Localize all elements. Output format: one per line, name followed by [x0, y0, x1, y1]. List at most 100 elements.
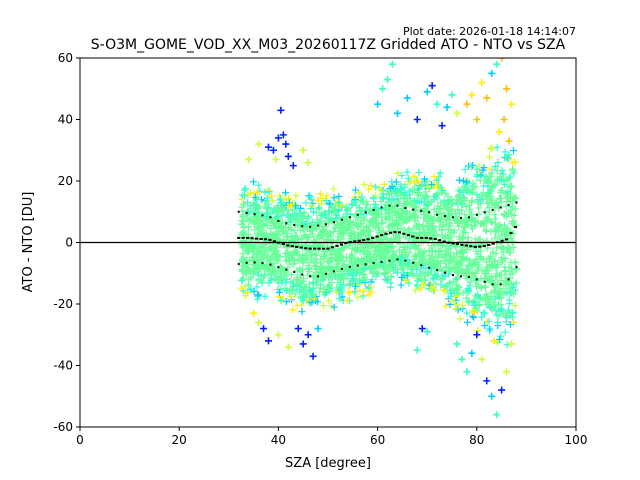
scatter-point — [425, 269, 433, 277]
outlier-point — [374, 100, 382, 108]
upper-std-dot — [404, 207, 407, 210]
scatter-point — [313, 243, 321, 251]
scatter-point — [489, 298, 497, 306]
scatter-point — [503, 289, 511, 297]
scatter-point — [315, 204, 323, 212]
scatter-point — [408, 186, 416, 194]
scatter-point — [361, 265, 369, 273]
scatter-point — [259, 221, 267, 229]
scatter-point — [272, 247, 280, 255]
scatter-point — [246, 242, 254, 250]
scatter-point — [343, 296, 351, 304]
scatter-point — [491, 228, 499, 236]
scatter-point — [331, 246, 339, 254]
scatter-point — [460, 224, 468, 232]
outlier-point — [277, 106, 285, 114]
plot-date: Plot date: 2026-01-18 14:14:07 — [403, 25, 576, 38]
scatter-point — [299, 285, 307, 293]
scatter-point — [440, 220, 448, 228]
scatter-point — [373, 256, 381, 264]
scatter-point — [461, 222, 469, 230]
mean-marker — [397, 231, 402, 234]
scatter-point — [428, 265, 436, 273]
scatter-point — [241, 200, 249, 208]
scatter-point — [340, 282, 348, 290]
scatter-point — [501, 180, 509, 188]
scatter-point — [360, 287, 368, 295]
scatter-point — [246, 266, 254, 274]
scatter-point — [252, 202, 260, 210]
scatter-point — [296, 209, 304, 217]
scatter-point — [240, 254, 248, 262]
upper-std-dot — [444, 215, 447, 218]
scatter-point — [369, 194, 377, 202]
scatter-point — [420, 223, 428, 231]
scatter-point — [457, 259, 465, 267]
scatter-point — [501, 277, 509, 285]
scatter-point — [509, 308, 517, 316]
upper-std-dot — [301, 225, 304, 228]
scatter-point — [437, 281, 445, 289]
scatter-point — [253, 195, 261, 203]
scatter-point — [487, 184, 495, 192]
outlier-point — [448, 91, 456, 99]
scatter-point — [484, 191, 492, 199]
scatter-point — [294, 221, 302, 229]
scatter-point — [253, 188, 261, 196]
lower-std-dot — [451, 274, 454, 277]
scatter-point — [379, 190, 387, 198]
scatter-point — [389, 219, 397, 227]
scatter-point — [320, 253, 328, 261]
scatter-point — [384, 223, 392, 231]
scatter-point — [352, 212, 360, 220]
mean-marker — [393, 231, 397, 234]
scatter-point — [432, 280, 440, 288]
scatter-point — [462, 215, 470, 223]
scatter-point — [473, 165, 481, 173]
upper-std-dot — [467, 216, 470, 219]
scatter-point — [504, 306, 512, 314]
plot-frame — [79, 57, 577, 428]
scatter-point — [239, 249, 247, 257]
scatter-point — [336, 221, 344, 229]
scatter-point — [367, 283, 375, 291]
scatter-point — [491, 204, 499, 212]
scatter-point — [427, 283, 435, 291]
scatter-point — [246, 216, 254, 224]
scatter-point — [306, 193, 314, 201]
scatter-point — [447, 290, 455, 298]
scatter-point — [267, 192, 275, 200]
scatter-point — [481, 309, 489, 317]
scatter-point — [472, 235, 480, 243]
mean-marker — [411, 235, 415, 238]
outlier-point — [304, 159, 312, 167]
scatter-point — [450, 263, 458, 271]
scatter-point — [414, 235, 422, 243]
scatter-point — [260, 247, 268, 255]
scatter-point — [463, 255, 471, 263]
lower-std-dot — [483, 280, 486, 283]
outlier-point — [503, 368, 511, 376]
scatter-point — [433, 232, 441, 240]
scatter-point — [325, 218, 333, 226]
scatter-point — [287, 225, 295, 233]
outlier-point — [413, 346, 421, 354]
outlier-point — [294, 325, 302, 333]
scatter-point — [383, 249, 391, 257]
scatter-point — [444, 192, 452, 200]
scatter-point — [444, 205, 452, 213]
scatter-point — [482, 269, 490, 277]
scatter-point — [409, 271, 417, 279]
x-tick-label: 40 — [271, 433, 286, 447]
scatter-point — [404, 226, 412, 234]
scatter-point — [456, 187, 464, 195]
mean-marker — [317, 247, 321, 250]
scatter-point — [455, 176, 463, 184]
scatter-point — [250, 287, 258, 295]
scatter-point — [298, 265, 306, 273]
scatter-point — [296, 226, 304, 234]
scatter-point — [492, 272, 500, 280]
outlier-point — [255, 140, 263, 148]
scatter-point — [456, 315, 464, 323]
scatter-point — [315, 268, 323, 276]
